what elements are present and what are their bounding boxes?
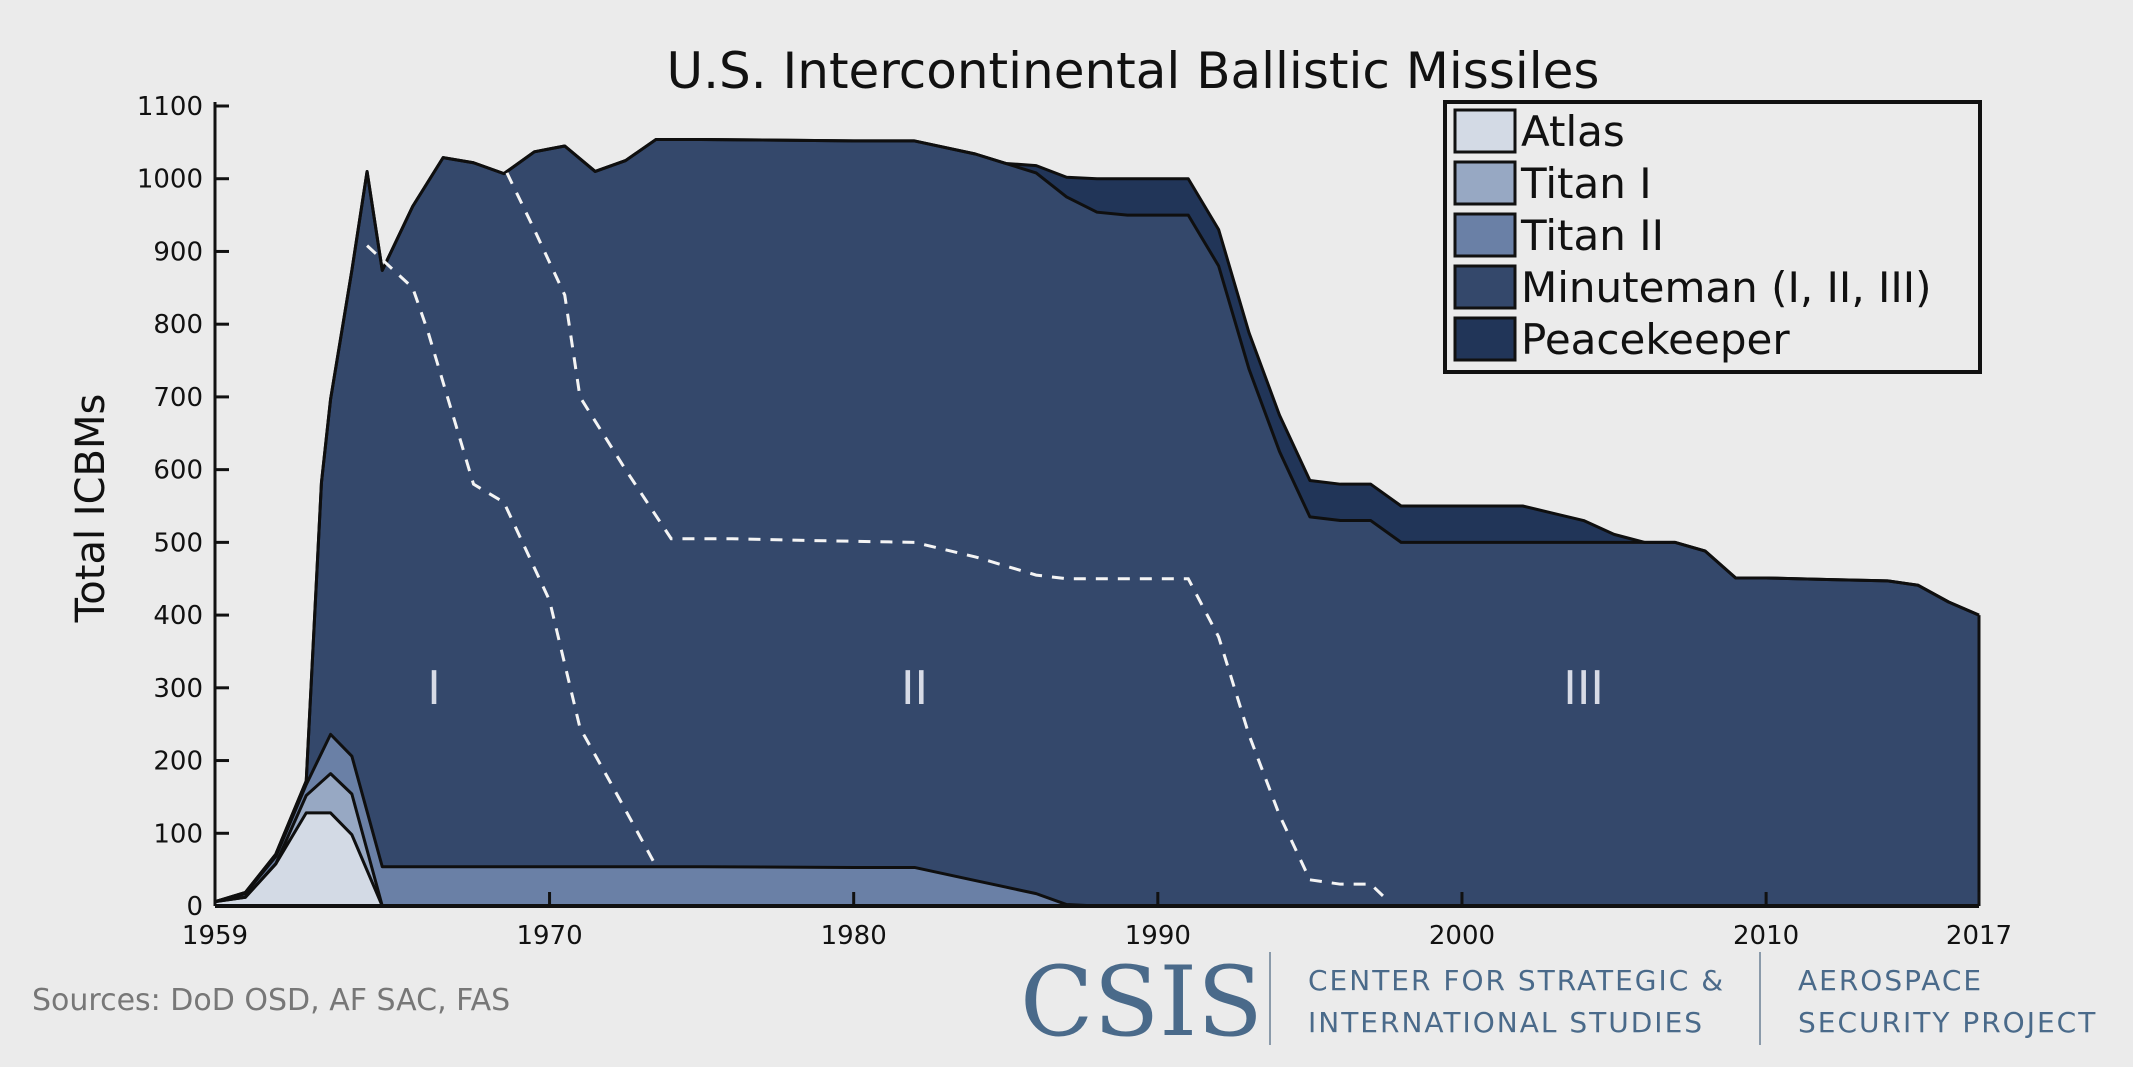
generation-boundary-1: [366, 244, 658, 867]
outline-peacekeeper: [214, 137, 1980, 904]
chart-title: U.S. Intercontinental Ballistic Missiles: [667, 42, 1600, 100]
legend-swatch-peacekeeper: [1453, 316, 1517, 362]
project-line-2: SECURITY PROJECT: [1798, 1006, 2097, 1039]
y-tick-label: 900: [153, 237, 203, 267]
y-tick-label: 300: [153, 674, 203, 704]
y-tick-label: 600: [153, 456, 203, 486]
region-label-iii: III: [1563, 661, 1604, 715]
legend-swatch-minuteman-i-ii-iii: [1453, 264, 1517, 310]
legend-box: [1443, 100, 1982, 374]
x-tick-label: 1970: [516, 921, 582, 951]
y-tick-label: 700: [153, 383, 203, 413]
legend-label-atlas: Atlas: [1521, 107, 1625, 156]
y-tick-label: 1000: [137, 165, 203, 195]
legend-label-titan-i: Titan I: [1520, 159, 1652, 208]
area-minuteman-i-ii-iii: [215, 139, 1979, 907]
csis-logo: CSIS CENTER FOR STRATEGIC & INTERNATIONA…: [1020, 946, 2097, 1058]
legend-label-titan-ii: Titan II: [1520, 211, 1664, 260]
x-tick-label: 2000: [1429, 921, 1495, 951]
y-tick-label: 500: [153, 528, 203, 558]
legend-label-peacekeeper: Peacekeeper: [1521, 315, 1790, 364]
y-tick-label: 400: [153, 601, 203, 631]
legend-swatch-titan-ii: [1453, 212, 1517, 258]
region-label-i: I: [427, 661, 441, 715]
legend-swatch-titan-i: [1453, 160, 1517, 206]
y-tick-label: 800: [153, 310, 203, 340]
region-label-ii: II: [901, 661, 928, 715]
y-tick-label: 0: [186, 892, 203, 922]
x-tick-label: 1990: [1125, 921, 1191, 951]
y-tick-label: 1100: [137, 92, 203, 122]
legend-swatch-atlas: [1453, 108, 1517, 154]
x-tick-label: 1959: [182, 921, 248, 951]
y-tick-label: 200: [153, 747, 203, 777]
generation-boundary-2: [505, 172, 1387, 900]
source-note: Sources: DoD OSD, AF SAC, FAS: [32, 983, 510, 1018]
logo-line-1: CENTER FOR STRATEGIC &: [1308, 964, 1725, 997]
area-titan-ii: [215, 734, 1979, 906]
x-tick-label: 2017: [1946, 921, 2012, 951]
legend-label-minuteman-i-ii-iii: Minuteman (I, II, III): [1521, 263, 1932, 312]
y-tick-label: 100: [153, 819, 203, 849]
x-tick-label: 2010: [1733, 921, 1799, 951]
logo-wordmark: CSIS: [1020, 946, 1263, 1058]
logo-line-2: INTERNATIONAL STUDIES: [1308, 1006, 1704, 1039]
x-tick-label: 1980: [821, 921, 887, 951]
y-axis-label: Total ICBMs: [68, 394, 114, 624]
axes: 0 100 200 300 400 500 600 700 800 900 1000 1100 1959…: [137, 92, 2012, 951]
project-line-1: AEROSPACE: [1798, 964, 1983, 997]
